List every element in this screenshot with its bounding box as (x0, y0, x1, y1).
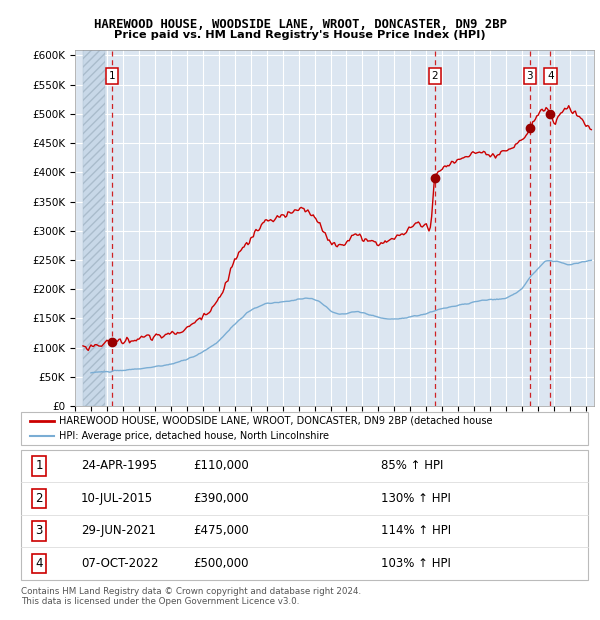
Text: 2: 2 (35, 492, 43, 505)
Text: HAREWOOD HOUSE, WOODSIDE LANE, WROOT, DONCASTER, DN9 2BP (detached house: HAREWOOD HOUSE, WOODSIDE LANE, WROOT, DO… (59, 415, 493, 425)
Text: 114% ↑ HPI: 114% ↑ HPI (381, 525, 451, 538)
Text: 103% ↑ HPI: 103% ↑ HPI (381, 557, 451, 570)
Text: £475,000: £475,000 (193, 525, 249, 538)
Text: £390,000: £390,000 (193, 492, 249, 505)
Text: 3: 3 (35, 525, 43, 538)
Text: 07-OCT-2022: 07-OCT-2022 (81, 557, 158, 570)
Text: 24-APR-1995: 24-APR-1995 (81, 459, 157, 472)
Text: 1: 1 (35, 459, 43, 472)
Text: 2: 2 (431, 71, 438, 81)
Text: Contains HM Land Registry data © Crown copyright and database right 2024.: Contains HM Land Registry data © Crown c… (21, 587, 361, 596)
Text: 85% ↑ HPI: 85% ↑ HPI (381, 459, 443, 472)
Text: 29-JUN-2021: 29-JUN-2021 (81, 525, 156, 538)
Text: 4: 4 (35, 557, 43, 570)
Text: This data is licensed under the Open Government Licence v3.0.: This data is licensed under the Open Gov… (21, 597, 299, 606)
Text: 130% ↑ HPI: 130% ↑ HPI (381, 492, 451, 505)
Text: 10-JUL-2015: 10-JUL-2015 (81, 492, 153, 505)
Text: £110,000: £110,000 (193, 459, 249, 472)
Text: 1: 1 (109, 71, 115, 81)
Text: HPI: Average price, detached house, North Lincolnshire: HPI: Average price, detached house, Nort… (59, 431, 329, 441)
Text: HAREWOOD HOUSE, WOODSIDE LANE, WROOT, DONCASTER, DN9 2BP: HAREWOOD HOUSE, WOODSIDE LANE, WROOT, DO… (94, 19, 506, 31)
Text: 3: 3 (527, 71, 533, 81)
Text: Price paid vs. HM Land Registry's House Price Index (HPI): Price paid vs. HM Land Registry's House … (114, 30, 486, 40)
Text: £500,000: £500,000 (194, 557, 249, 570)
Text: 4: 4 (547, 71, 554, 81)
